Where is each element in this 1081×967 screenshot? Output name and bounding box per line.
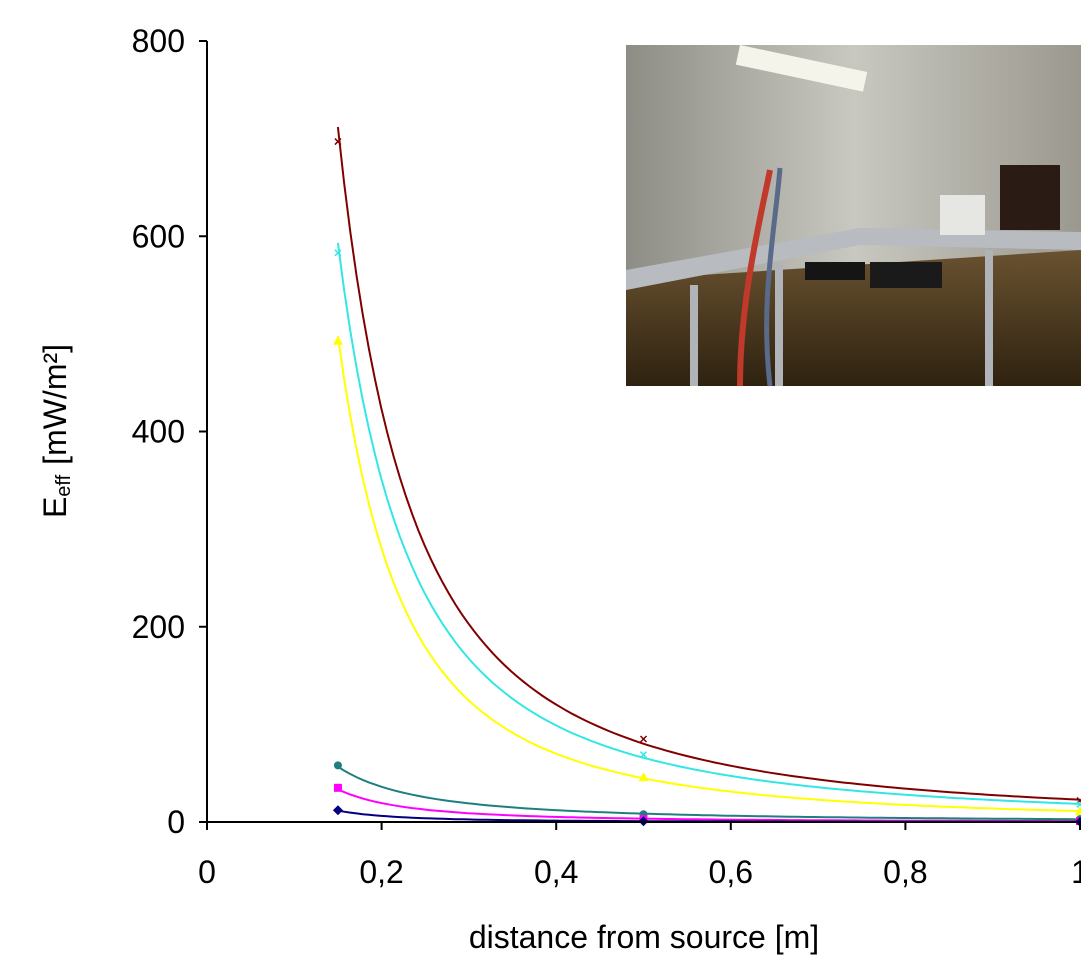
x-tick-label: 0 <box>198 854 216 890</box>
trend-line <box>336 335 1081 813</box>
marker <box>639 751 648 759</box>
y-axis-title-unit: [mW/m²] <box>37 344 73 465</box>
trend-line <box>336 126 1081 801</box>
trend-line <box>336 242 1081 805</box>
trend-line <box>337 765 1080 821</box>
y-tick-label: 800 <box>132 23 185 59</box>
photo-device <box>940 195 985 235</box>
photo-device <box>870 262 942 288</box>
x-tick-label: 0,8 <box>883 854 927 890</box>
marker <box>1076 800 1081 808</box>
marker <box>1075 806 1081 816</box>
marker <box>333 761 342 770</box>
marker <box>639 735 648 743</box>
marker <box>332 805 343 816</box>
y-axis-title: Eeff [mW/m²] <box>37 344 75 518</box>
x-tick-label: 0,6 <box>709 854 753 890</box>
inset-photo <box>626 44 1081 387</box>
photo-cable <box>737 169 773 387</box>
y-tick-label: 200 <box>132 609 185 645</box>
x-axis-title: distance from source [m] <box>469 919 819 955</box>
marker <box>638 772 649 782</box>
x-tick-label: 1 <box>1071 854 1081 890</box>
marker <box>334 249 342 257</box>
photo-window <box>1000 165 1060 230</box>
x-tick-label: 0,4 <box>534 854 578 890</box>
photo-leg <box>985 250 993 386</box>
x-tick-label: 0,2 <box>359 854 403 890</box>
y-tick-label: 0 <box>167 804 185 840</box>
y-tick-label: 600 <box>132 218 185 254</box>
photo-leg <box>690 285 698 386</box>
photo-lamp <box>735 44 868 92</box>
y-axis-title-main: E <box>37 497 73 518</box>
y-axis-title-sub: eff <box>53 474 75 496</box>
marker <box>332 335 343 345</box>
marker <box>334 138 342 146</box>
y-tick-label: 400 <box>132 414 185 450</box>
marker <box>333 783 342 792</box>
photo-device <box>805 262 865 280</box>
photo-cable <box>764 167 783 387</box>
photo-rail <box>626 228 1081 290</box>
photo-leg <box>775 265 783 386</box>
